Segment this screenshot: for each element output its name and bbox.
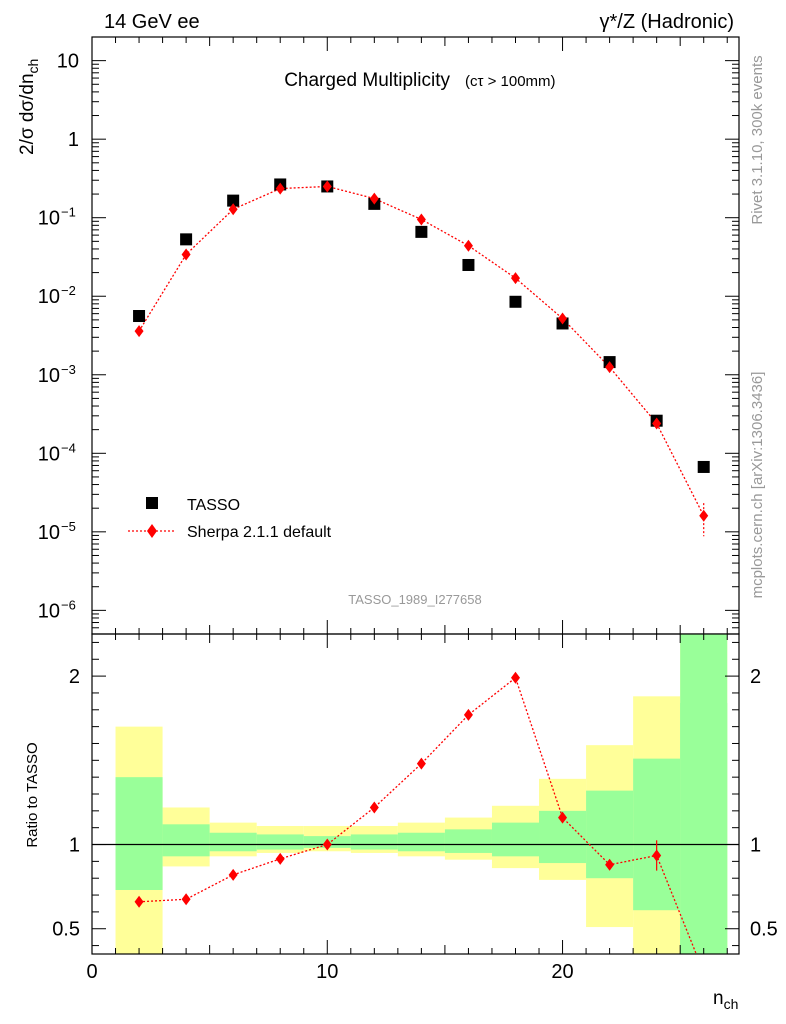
ratio-band-green: [491, 822, 540, 857]
main-series-marks: [133, 178, 710, 537]
main-y-tick-exponent: −5: [61, 519, 76, 534]
sherpa-ratio-point: [322, 838, 332, 851]
sherpa-ratio-point: [369, 801, 379, 814]
tasso-data-point: [509, 295, 522, 308]
tasso-data-point: [133, 310, 146, 323]
ratio-plot-frame: [91, 633, 740, 955]
ratio-band-green: [115, 777, 163, 890]
tasso-data-point: [180, 233, 193, 246]
sherpa-data-point: [369, 192, 379, 205]
x-tick-label: 10: [316, 961, 338, 983]
tasso-data-point: [227, 194, 240, 207]
main-y-tick-label: 10: [38, 522, 60, 544]
sherpa-ratio-point: [652, 849, 662, 862]
header-left-label: 14 GeV ee: [104, 11, 200, 33]
svg-text:2/σ dσ/dnch: 2/σ dσ/dnch: [17, 59, 41, 155]
sherpa-data-point: [322, 180, 332, 193]
ratio-y-tick-label-right: 0.5: [750, 919, 778, 941]
header-right-label: γ*/Z (Hadronic): [600, 11, 734, 33]
sherpa-ratio-point: [558, 811, 568, 824]
sherpa-data-point: [416, 213, 426, 226]
ratio-band-green: [680, 634, 728, 954]
sherpa-ratio-point: [463, 708, 473, 721]
sherpa-ratio-point: [134, 895, 144, 908]
main-y-axis-label: 2/σ dσ/dnch: [17, 59, 41, 155]
sherpa-data-point: [510, 272, 520, 285]
ratio-y-tick-label-left: 0.5: [52, 919, 80, 941]
analysis-id-label: TASSO_1989_I277658: [348, 592, 481, 607]
main-y-tick-label: 10: [57, 51, 79, 73]
chart-title: Charged Multiplicity: [284, 70, 450, 91]
sherpa-ratio-point: [416, 757, 426, 770]
tasso-data-point: [462, 258, 475, 271]
sherpa-data-point: [181, 248, 191, 261]
main-y-tick-label: 10: [38, 365, 60, 387]
legend-label-tasso: TASSO: [187, 497, 240, 514]
ratio-band-green: [256, 834, 304, 850]
sherpa-data-point: [275, 182, 285, 195]
x-axis-label-sub: ch: [724, 996, 739, 1012]
ratio-uncertainty-bands: [115, 634, 728, 954]
main-y-axis-label-text: 2/σ dσ/dn: [17, 73, 38, 155]
x-tick-label: 0: [86, 961, 97, 983]
ratio-band-green: [209, 832, 257, 852]
main-plot-frame: [91, 36, 740, 635]
sherpa-data-point: [652, 417, 662, 430]
sherpa-ratio-point: [510, 671, 520, 684]
legend: TASSO Sherpa 2.1.1 default: [128, 497, 332, 541]
ratio-band-green: [350, 834, 398, 850]
main-y-tick-exponent: −2: [61, 283, 76, 298]
sherpa-data-point: [605, 361, 615, 374]
ratio-plot-panel: 0.5 0.51 12 20 10 20 Ratio to TASSO nch: [24, 633, 778, 1012]
sherpa-ratio-point: [181, 893, 191, 906]
sherpa-data-point: [463, 239, 473, 252]
ratio-y-tick-label-right: 2: [750, 666, 761, 688]
mcplots-label: mcplots.cern.ch [arXiv:1306.3436]: [749, 372, 766, 599]
ratio-axis-ticks: 0.5 0.51 12 20 10 20: [52, 634, 778, 983]
main-y-tick-label: 10: [38, 600, 60, 622]
main-y-tick-exponent: −3: [61, 362, 76, 377]
main-y-tick-label: 10: [38, 443, 60, 465]
sherpa-ratio-point: [228, 868, 238, 881]
ratio-band-green: [162, 824, 210, 857]
ratio-y-tick-label-right: 1: [750, 835, 761, 857]
ratio-y-tick-label-left: 1: [69, 835, 80, 857]
main-y-axis-label-sub: ch: [25, 59, 41, 74]
rivet-version-label: Rivet 3.1.10, 300k events: [749, 55, 766, 224]
main-y-tick-label: 10: [38, 208, 60, 230]
ratio-band-green: [633, 758, 681, 911]
ratio-y-tick-label-left: 2: [69, 666, 80, 688]
ratio-band-green: [397, 832, 445, 852]
main-y-tick-label: 1: [68, 129, 79, 151]
legend-marker-tasso: [146, 497, 158, 509]
legend-label-sherpa: Sherpa 2.1.1 default: [187, 524, 332, 541]
x-axis-label: nch: [713, 988, 738, 1012]
ratio-y-axis-label: Ratio to TASSO: [24, 742, 41, 847]
main-y-tick-exponent: −6: [61, 597, 76, 612]
chart-title-note: (cτ > 100mm): [465, 73, 556, 90]
sherpa-data-point: [558, 312, 568, 325]
x-axis-label-text: n: [713, 988, 724, 1009]
sherpa-ratio-point: [275, 852, 285, 865]
sherpa-data-point: [228, 203, 238, 216]
main-y-tick-exponent: −4: [61, 440, 76, 455]
sherpa-data-point: [134, 325, 144, 338]
main-y-tick-exponent: −1: [61, 205, 76, 220]
tasso-data-point: [697, 460, 710, 473]
sherpa-ratio-point: [605, 858, 615, 871]
main-y-tick-label: 10: [38, 286, 60, 308]
x-tick-label: 20: [551, 961, 573, 983]
ratio-series-marks: [134, 671, 662, 908]
legend-marker-sherpa: [147, 524, 157, 538]
tasso-data-point: [415, 225, 428, 238]
ratio-band-green: [444, 829, 492, 853]
